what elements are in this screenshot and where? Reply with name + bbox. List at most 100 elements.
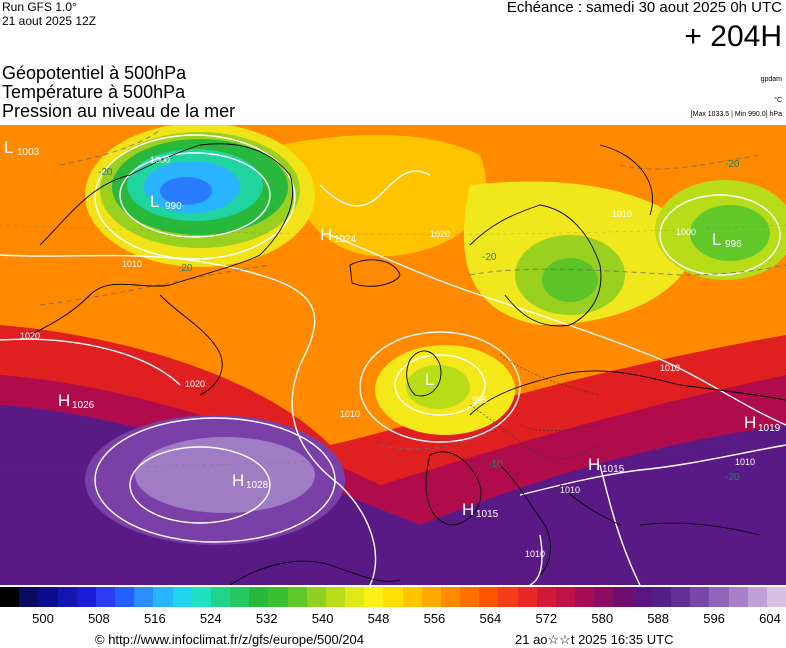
isobar-label: 1000 bbox=[150, 155, 170, 165]
color-scale-swatch bbox=[134, 587, 154, 607]
temperature-label: -10 bbox=[488, 459, 503, 470]
color-scale-tick: 524 bbox=[199, 611, 222, 626]
color-scale-ticks: 500 508 516 524 532 540 548 556 564 572 580 588 596 6… bbox=[0, 611, 786, 627]
color-scale-tick: 532 bbox=[255, 611, 278, 626]
pressure-center: H bbox=[744, 413, 756, 432]
color-scale-swatch bbox=[287, 587, 307, 607]
color-scale-tick: 500 bbox=[32, 611, 54, 626]
isobar-label: 1020 bbox=[185, 379, 205, 389]
field-green-northsea bbox=[406, 365, 470, 409]
generation-timestamp: 21 ao☆☆t 2025 16:35 UTC bbox=[515, 632, 674, 647]
pressure-centers: L 1003 L 990 H 1024 L 996 H 1026 H 1028 … bbox=[4, 138, 781, 520]
coastlines bbox=[29, 143, 786, 585]
pressure-center-value: 995 bbox=[472, 395, 487, 405]
color-scale-tick: 556 bbox=[423, 611, 446, 626]
color-scale-swatch bbox=[76, 587, 96, 607]
color-scale-swatch bbox=[709, 587, 729, 607]
color-scale-swatch bbox=[38, 587, 58, 607]
isobar-label: 1000 bbox=[676, 227, 696, 237]
title-geopotential: Géopotentiel à 500hPa bbox=[2, 63, 187, 83]
pressure-center-value: 1024 bbox=[334, 234, 357, 245]
weather-map: L 1003 L 990 H 1024 L 996 H 1026 H 1028 … bbox=[0, 125, 786, 585]
isobar-label: 1010 bbox=[122, 259, 142, 269]
temperature-lines bbox=[39, 129, 786, 450]
color-scale-swatch bbox=[613, 587, 633, 607]
color-scale-swatch bbox=[95, 587, 116, 607]
color-scale-swatch bbox=[555, 587, 576, 607]
color-scale-swatch bbox=[230, 587, 250, 607]
color-scale-swatch bbox=[364, 587, 384, 607]
color-scale-tick: 588 bbox=[647, 611, 669, 626]
color-scale-swatch bbox=[766, 587, 786, 607]
pressure-center-value: 990 bbox=[165, 201, 182, 212]
isobar-label: 1010 bbox=[660, 363, 680, 373]
color-scale-swatch bbox=[19, 587, 39, 607]
color-scale-swatch bbox=[402, 587, 422, 607]
color-scale-tick: 508 bbox=[88, 611, 110, 626]
lead-time: + 204H bbox=[684, 20, 782, 53]
color-scale-swatch bbox=[536, 587, 556, 607]
valid-time: Echéance : samedi 30 aout 2025 0h UTC bbox=[506, 0, 782, 16]
color-scale-swatch bbox=[383, 587, 403, 607]
pressure-center: H bbox=[588, 455, 600, 474]
isobar-label: 1020 bbox=[430, 229, 450, 239]
color-scale-swatch bbox=[306, 587, 326, 607]
temperature-label: -20 bbox=[178, 263, 193, 274]
color-scale-swatch bbox=[594, 587, 614, 607]
pressure-center: L bbox=[712, 230, 721, 249]
color-scale-swatch bbox=[172, 587, 192, 607]
color-scale-swatch bbox=[268, 587, 288, 607]
field-low-core bbox=[160, 177, 212, 205]
color-scale-swatch bbox=[325, 587, 346, 607]
pressure-center-value: 1015 bbox=[602, 464, 625, 475]
color-scale-tick: 604 bbox=[759, 611, 781, 626]
color-scale-swatch bbox=[249, 587, 269, 607]
color-scale-tick: 572 bbox=[535, 611, 558, 626]
isobar-label: 1010 bbox=[525, 549, 545, 559]
pressure-center-value: 1028 bbox=[246, 480, 269, 491]
color-scale-swatch bbox=[671, 587, 691, 607]
color-scale bbox=[0, 587, 786, 607]
color-scale-swatch bbox=[345, 587, 365, 607]
color-scale-swatch bbox=[191, 587, 211, 607]
color-scale-swatch bbox=[57, 587, 77, 607]
field-yellow-north bbox=[280, 135, 487, 257]
color-scale-swatch bbox=[460, 587, 480, 607]
run-date: 21 aout 2025 12Z bbox=[2, 14, 97, 28]
color-scale-swatch bbox=[651, 587, 672, 607]
pressure-center: H bbox=[320, 225, 332, 244]
isobar-label: 1010 bbox=[560, 485, 580, 495]
color-scale-tick: 548 bbox=[367, 611, 390, 626]
color-scale-swatch bbox=[575, 587, 595, 607]
pressure-center: H bbox=[58, 391, 70, 410]
color-scale-swatch bbox=[517, 587, 537, 607]
pressure-center-value: 1003 bbox=[17, 147, 40, 158]
graticule bbox=[0, 224, 786, 471]
isobar-label: 1010 bbox=[612, 209, 632, 219]
color-scale-swatch bbox=[421, 587, 441, 607]
color-scale-tick: 516 bbox=[143, 611, 166, 626]
pressure-center-value: 1019 bbox=[758, 423, 781, 434]
color-scale-swatch bbox=[690, 587, 710, 607]
pressure-center: L bbox=[425, 370, 434, 389]
color-scale-swatch bbox=[440, 587, 461, 607]
isobar-label: 1020 bbox=[20, 331, 40, 341]
field-green-east-core bbox=[690, 205, 770, 261]
color-scale-swatch bbox=[728, 587, 748, 607]
color-scale-swatch bbox=[115, 587, 135, 607]
field-green-scand-core bbox=[542, 258, 598, 302]
pressure-center: H bbox=[232, 471, 244, 490]
field-azores-high-core bbox=[135, 437, 315, 513]
pressure-center: L bbox=[150, 192, 159, 211]
unit-pressure-range: [Max 1033.5 | Min 990.0] hPa bbox=[690, 111, 782, 118]
color-scale-tick: 540 bbox=[311, 611, 334, 626]
unit-geopotential: gpdam bbox=[760, 76, 782, 83]
pressure-center-value: 1026 bbox=[72, 400, 95, 411]
temperature-label: -20 bbox=[725, 159, 740, 170]
temperature-label: -20 bbox=[98, 167, 113, 178]
color-scale-tick: 580 bbox=[591, 611, 614, 626]
isobar-label: 1010 bbox=[735, 457, 755, 467]
pressure-center-value: 996 bbox=[725, 239, 742, 250]
title-temperature: Température à 500hPa bbox=[2, 82, 186, 102]
run-label: Run GFS 1.0° bbox=[2, 0, 77, 14]
